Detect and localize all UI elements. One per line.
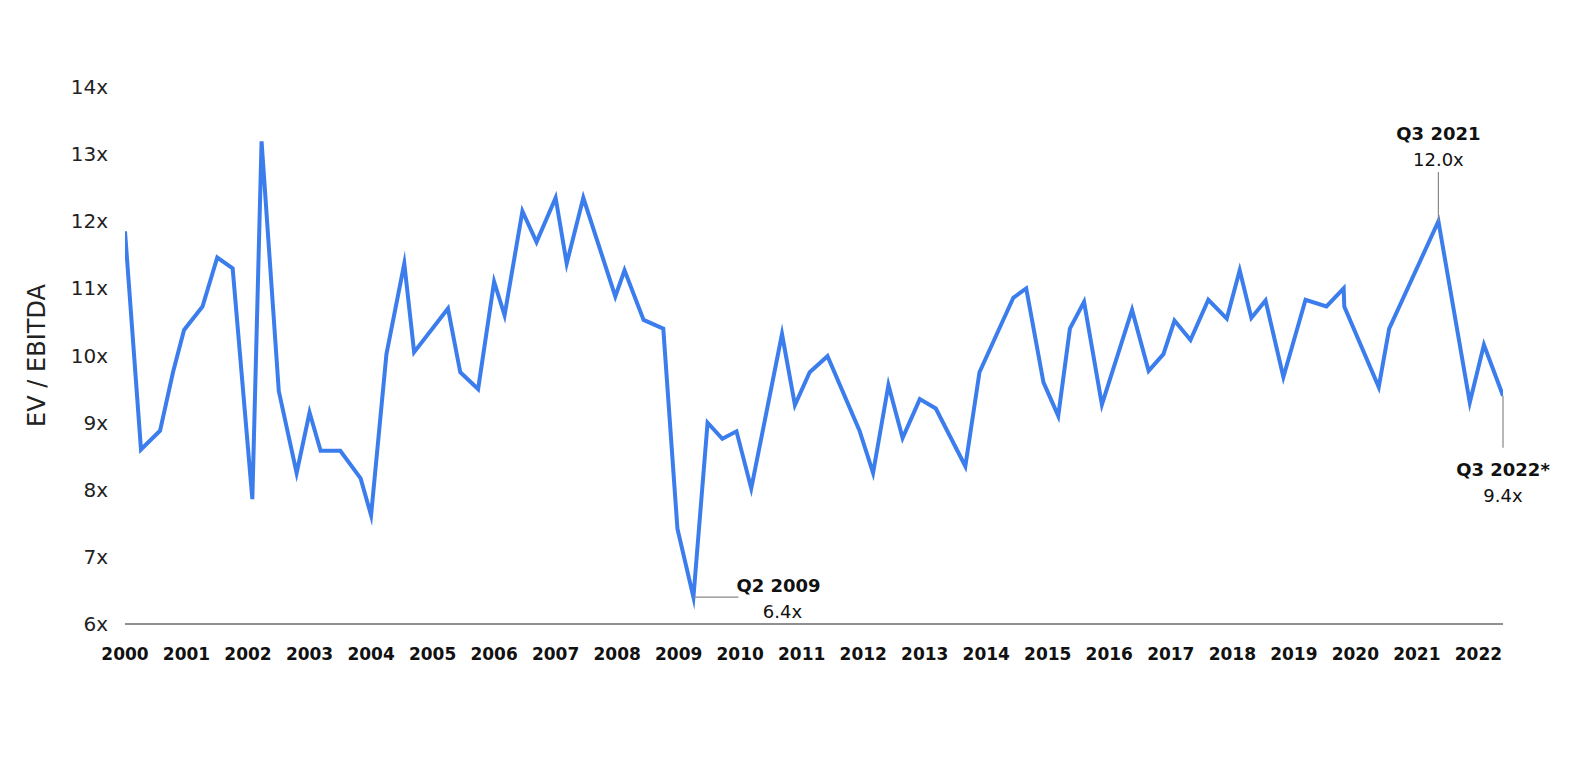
x-tick-label: 2021	[1393, 644, 1440, 664]
x-tick-label: 2022	[1455, 644, 1502, 664]
x-tick-label: 2010	[717, 644, 764, 664]
annotation-leader	[1502, 396, 1503, 448]
y-tick-label: 7x	[83, 545, 108, 569]
line-series	[125, 141, 1503, 597]
x-tick-label: 2008	[593, 644, 640, 664]
x-tick-label: 2019	[1270, 644, 1317, 664]
annotation-label: Q3 2022*	[1456, 459, 1550, 480]
annotation-label: Q2 2009	[736, 575, 820, 596]
x-tick-label: 2014	[963, 644, 1010, 664]
y-tick-label: 8x	[83, 478, 108, 502]
y-tick-label: 6x	[83, 612, 108, 636]
y-tick-label: 10x	[71, 344, 108, 368]
x-tick-label: 2003	[286, 644, 333, 664]
x-tick-label: 2001	[163, 644, 210, 664]
y-tick-label: 11x	[71, 276, 108, 300]
x-tick-label: 2004	[347, 644, 394, 664]
x-tick-label: 2012	[840, 644, 887, 664]
x-tick-label: 2016	[1086, 644, 1133, 664]
annotation-value: 6.4x	[763, 601, 803, 622]
x-tick-label: 2011	[778, 644, 825, 664]
x-tick-label: 2006	[470, 644, 517, 664]
y-axis-title: EV / EBITDA	[23, 284, 51, 427]
y-tick-label: 14x	[71, 75, 108, 99]
x-axis-line	[125, 623, 1503, 624]
x-tick-label: 2015	[1024, 644, 1071, 664]
y-tick-label: 9x	[83, 411, 108, 435]
annotation-label: Q3 2021	[1396, 123, 1480, 144]
y-tick-label: 12x	[71, 209, 108, 233]
annotation-leader	[1438, 172, 1439, 221]
annotation-value: 9.4x	[1483, 485, 1523, 506]
annotation-leader	[693, 597, 738, 598]
x-tick-label: 2020	[1332, 644, 1379, 664]
x-tick-label: 2000	[101, 644, 148, 664]
x-tick-label: 2018	[1209, 644, 1256, 664]
x-tick-label: 2005	[409, 644, 456, 664]
plot-area	[125, 141, 1503, 597]
x-tick-label: 2009	[655, 644, 702, 664]
chart: 6x 7x 8x 9x 10x 11x 12x 13x 14x 2000 2001 2002 2003 2…	[0, 0, 1591, 780]
annotation-value: 12.0x	[1413, 149, 1464, 170]
x-tick-label: 2002	[224, 644, 271, 664]
x-tick-label: 2007	[532, 644, 579, 664]
y-tick-label: 13x	[71, 142, 108, 166]
x-tick-label: 2013	[901, 644, 948, 664]
x-tick-label: 2017	[1147, 644, 1194, 664]
